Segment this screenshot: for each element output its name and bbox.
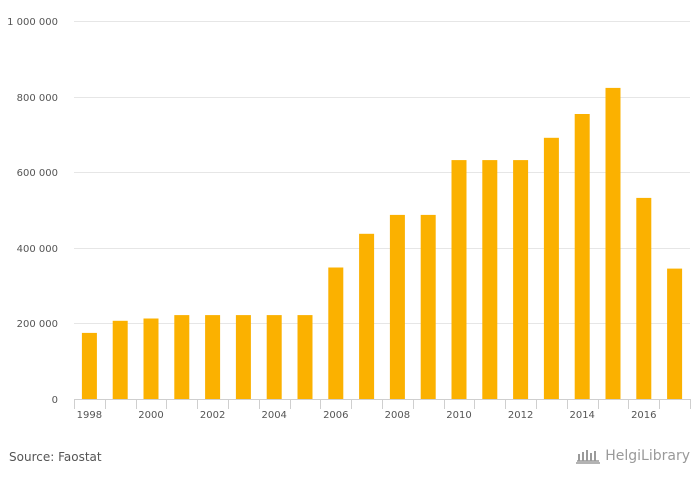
y-tick-label: 800 000 <box>17 93 58 104</box>
bar-1999 <box>112 320 128 399</box>
x-tick-label: 2012 <box>508 410 533 421</box>
bar-2017 <box>667 268 683 399</box>
bar-2009 <box>420 214 436 399</box>
x-tick-label: 1998 <box>77 410 102 421</box>
y-tick-label: 0 <box>52 395 58 406</box>
bar-2001 <box>174 315 190 399</box>
bars <box>81 87 683 400</box>
y-tick-label: 400 000 <box>17 244 58 255</box>
bar-2000 <box>143 318 159 399</box>
bar-2016 <box>636 197 652 399</box>
bar-2008 <box>389 214 405 399</box>
bar-2004 <box>266 315 282 399</box>
x-tick-label: 2010 <box>446 410 471 421</box>
x-tick-label: 2016 <box>631 410 656 421</box>
x-tick-label: 2004 <box>261 410 286 421</box>
bar-2015 <box>605 87 621 400</box>
bar-2003 <box>235 315 251 399</box>
library-building-icon <box>576 450 601 464</box>
x-tick-label: 2002 <box>200 410 225 421</box>
x-tick-label: 2006 <box>323 410 348 421</box>
x-tick-label: 2000 <box>138 410 163 421</box>
x-tick-label: 2008 <box>385 410 410 421</box>
bar-1998 <box>81 332 97 399</box>
logo-text: HelgiLibrary <box>605 448 690 464</box>
bar-2014 <box>574 114 590 399</box>
bar-2012 <box>513 160 529 399</box>
x-axis: 1998 2000 2002 2004 2006 2008 2010 2012 2014 2016 <box>74 399 691 421</box>
bar-2002 <box>205 315 221 399</box>
y-tick-label: 600 000 <box>17 168 58 179</box>
y-axis-labels: 0 200 000 400 000 600 000 800 000 1 000 000 <box>7 17 58 406</box>
bar-2011 <box>482 160 498 399</box>
bar-2007 <box>359 233 375 399</box>
bar-2013 <box>543 137 559 400</box>
y-tick-label: 1 000 000 <box>7 17 58 28</box>
x-tick-label: 2014 <box>569 410 594 421</box>
gridlines <box>74 21 690 324</box>
bar-2005 <box>297 315 313 399</box>
bar-2006 <box>328 267 344 399</box>
helgi-library-logo: HelgiLibrary <box>575 448 690 464</box>
source-note: Source: Faostat <box>9 450 102 464</box>
y-tick-label: 200 000 <box>17 319 58 330</box>
bar-2010 <box>451 160 467 399</box>
